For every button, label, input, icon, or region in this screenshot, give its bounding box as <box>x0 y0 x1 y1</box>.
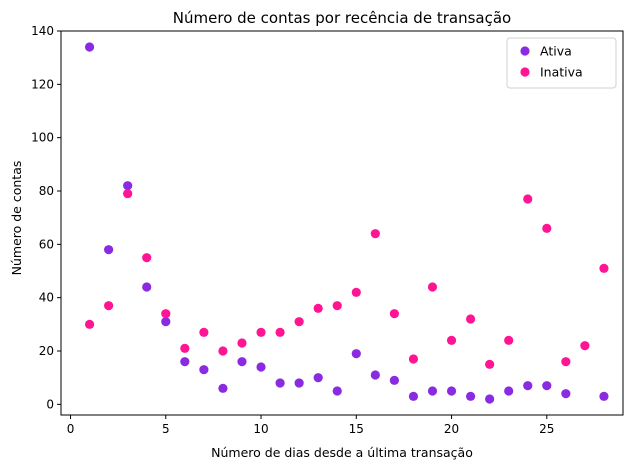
x-tick-label: 25 <box>539 422 554 436</box>
y-tick-label: 20 <box>39 344 54 358</box>
data-point <box>599 263 609 273</box>
data-point <box>504 386 514 396</box>
data-point <box>237 357 247 367</box>
data-point <box>561 357 571 367</box>
x-tick-label: 20 <box>444 422 459 436</box>
data-point <box>142 282 152 292</box>
axes-frame <box>60 30 624 416</box>
y-tick-label: 140 <box>31 24 54 38</box>
data-point <box>180 343 190 353</box>
y-tick-label: 60 <box>39 237 54 251</box>
data-point <box>84 42 95 52</box>
data-point <box>370 370 380 380</box>
data-point <box>523 381 533 391</box>
data-point <box>370 229 380 239</box>
data-point <box>465 391 476 401</box>
x-tick-label: 0 <box>67 422 75 436</box>
data-point <box>446 335 457 345</box>
data-point <box>294 378 304 388</box>
data-point <box>427 282 438 292</box>
legend-marker <box>520 46 530 56</box>
x-tick-label: 15 <box>349 422 364 436</box>
series-inativa <box>84 189 609 369</box>
chart-title: Número de contas por recência de transaç… <box>173 9 511 27</box>
data-point <box>218 383 228 393</box>
y-tick-label: 40 <box>39 291 54 305</box>
data-point <box>523 194 533 204</box>
data-point <box>542 381 552 391</box>
legend-label: Inativa <box>540 65 583 80</box>
data-point <box>84 319 95 329</box>
data-point <box>256 327 266 337</box>
data-point <box>161 317 171 327</box>
data-point <box>199 365 209 375</box>
data-point <box>580 341 590 351</box>
data-point <box>104 301 114 311</box>
data-point <box>504 335 514 345</box>
data-point <box>542 223 552 233</box>
y-tick-label: 0 <box>46 397 54 411</box>
data-point <box>599 391 609 401</box>
legend-marker <box>520 67 530 77</box>
y-tick-label: 80 <box>39 184 54 198</box>
data-point <box>332 301 342 311</box>
y-axis-label: Número de contas <box>9 161 24 276</box>
data-point <box>389 309 399 319</box>
data-point <box>561 389 571 399</box>
y-tick-label: 100 <box>31 131 54 145</box>
y-tick-label: 120 <box>31 77 54 91</box>
data-point <box>313 373 323 383</box>
data-point <box>199 327 209 337</box>
data-point <box>408 391 419 401</box>
data-point <box>294 317 304 327</box>
legend-label: Ativa <box>540 44 572 59</box>
data-point <box>275 378 285 388</box>
data-point <box>332 386 342 396</box>
data-point <box>485 359 495 369</box>
data-point <box>465 314 476 324</box>
legend-box <box>506 37 617 89</box>
data-point <box>142 253 152 263</box>
data-point <box>351 349 361 359</box>
x-axis-label: Número de dias desde a última transação <box>211 445 473 460</box>
data-point <box>446 386 457 396</box>
x-tick-label: 5 <box>162 422 170 436</box>
axes: 0 5 10 15 20 25 0 20 40 60 80 100 120 140 <box>31 24 624 436</box>
data-point <box>313 303 323 313</box>
data-point <box>408 354 419 364</box>
legend: Ativa Inativa <box>506 37 617 89</box>
data-point <box>180 357 190 367</box>
data-point <box>485 394 495 404</box>
data-point <box>123 181 133 191</box>
plot-area <box>84 42 609 404</box>
data-point <box>123 189 133 199</box>
data-point <box>275 327 285 337</box>
x-tick-label: 10 <box>253 422 268 436</box>
data-point <box>427 386 438 396</box>
data-point <box>104 245 114 255</box>
series-ativa <box>84 42 609 404</box>
data-point <box>256 362 266 372</box>
data-point <box>161 309 171 319</box>
data-point <box>237 338 247 348</box>
data-point <box>389 375 399 385</box>
data-point <box>218 346 228 356</box>
data-point <box>351 287 361 297</box>
